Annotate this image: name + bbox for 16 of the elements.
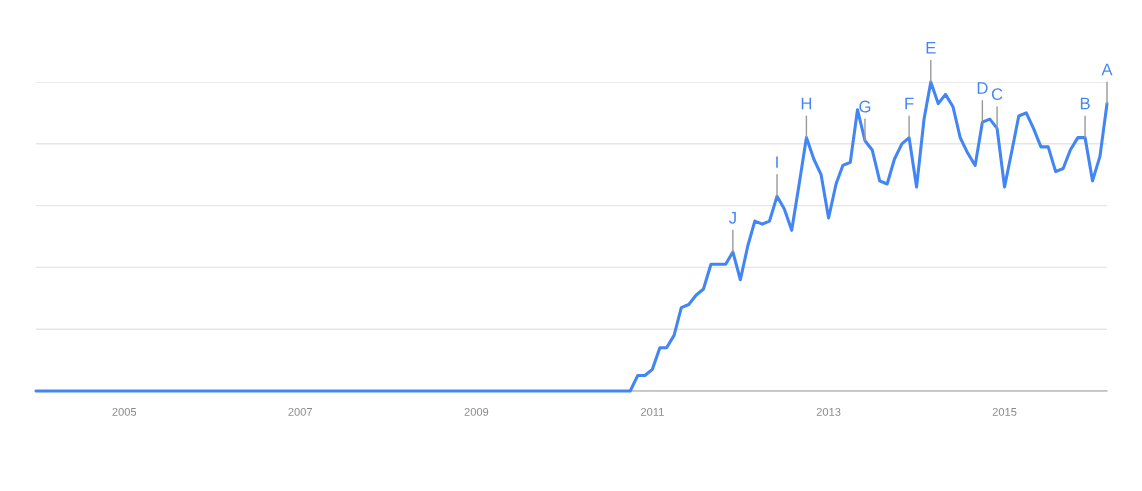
x-tick-label: 2013 <box>816 407 841 416</box>
x-tick-label: 2011 <box>640 407 664 416</box>
x-tick-label: 2009 <box>464 407 489 416</box>
annotation: B <box>1080 97 1090 110</box>
annotation: E <box>926 42 936 54</box>
annotation: A <box>1101 63 1113 76</box>
x-tick-label: 2007 <box>288 407 312 416</box>
annotation: I <box>776 156 778 168</box>
annotation: G <box>859 100 871 113</box>
x-tick-label: 2005 <box>112 407 137 416</box>
annotation: C <box>991 88 1003 101</box>
annotation: J <box>728 212 736 224</box>
annotation: D <box>977 82 988 94</box>
x-tick-label: 2015 <box>992 407 1017 416</box>
annotation: F <box>905 97 914 110</box>
annotation: H <box>801 97 812 110</box>
